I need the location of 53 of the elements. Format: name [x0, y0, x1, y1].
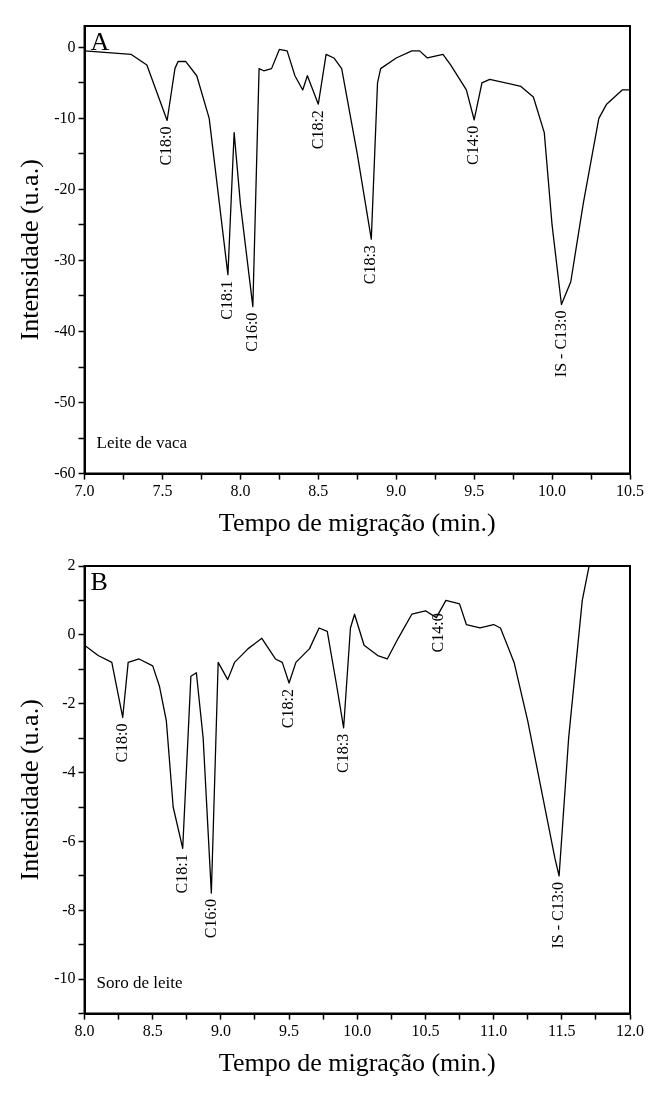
x-tick-label: 9.0: [210, 1022, 231, 1040]
x-tick-label: 10.5: [411, 1022, 440, 1040]
y-tick-label: -20: [54, 179, 76, 197]
y-tick-label: 0: [67, 625, 76, 643]
x-tick-label: 10.0: [538, 482, 567, 500]
y-axis-title: Intensidade (u.a.): [15, 159, 45, 341]
x-tick-label: 11.5: [548, 1022, 576, 1040]
annotation: C18:1: [172, 854, 190, 894]
annotation: Leite de vaca: [96, 432, 188, 452]
annotation: Soro de leite: [96, 972, 183, 992]
annotation: C18:2: [279, 689, 297, 729]
x-tick-label: 9.5: [464, 482, 485, 500]
y-tick-label: -40: [54, 321, 76, 339]
annotation: IS - C13:0: [549, 881, 567, 949]
x-tick-label: 7.5: [152, 482, 173, 500]
annotation: C14:0: [429, 613, 447, 653]
y-tick-label: -30: [54, 250, 76, 268]
annotation: C16:0: [201, 899, 219, 939]
x-tick-label: 8.0: [74, 1022, 95, 1040]
annotation: C18:0: [157, 126, 175, 166]
y-tick-label: -50: [54, 392, 76, 410]
x-tick-label: 12.0: [616, 1022, 644, 1040]
y-tick-label: -60: [54, 463, 76, 481]
y-tick-label: -10: [54, 969, 76, 987]
x-tick-label: 9.0: [386, 482, 407, 500]
y-tick-label: -8: [62, 900, 76, 918]
annotation: C14:0: [464, 125, 482, 165]
annotation: C18:1: [218, 280, 236, 320]
x-tick-label: 11.0: [479, 1022, 508, 1040]
x-tick-label: 8.5: [142, 1022, 163, 1040]
x-tick-label: 8.0: [230, 482, 251, 500]
annotation: C16:0: [243, 312, 261, 352]
x-axis-title: Tempo de migração (min.): [218, 508, 496, 538]
y-tick-label: 2: [67, 556, 76, 574]
y-tick-label: -10: [54, 108, 76, 126]
y-tick-label: -6: [62, 831, 76, 849]
x-tick-label: 10.0: [343, 1022, 372, 1040]
y-tick-label: -4: [62, 762, 76, 780]
x-tick-label: 8.5: [308, 482, 329, 500]
x-axis-title: Tempo de migração (min.): [218, 1048, 496, 1078]
y-tick-label: 0: [67, 37, 76, 55]
x-tick-label: 10.5: [616, 482, 644, 500]
x-tick-label: 9.5: [279, 1022, 300, 1040]
annotation: A: [90, 26, 110, 56]
annotation: B: [90, 566, 108, 596]
annotation: C18:3: [361, 245, 379, 285]
y-tick-label: -2: [62, 693, 76, 711]
annotation: C18:2: [308, 110, 326, 150]
x-tick-label: 7.0: [74, 482, 95, 500]
annotation: IS - C13:0: [551, 310, 569, 378]
y-axis-title: Intensidade (u.a.): [15, 699, 45, 881]
annotation: C18:0: [112, 723, 130, 763]
annotation: C18:3: [333, 733, 351, 773]
